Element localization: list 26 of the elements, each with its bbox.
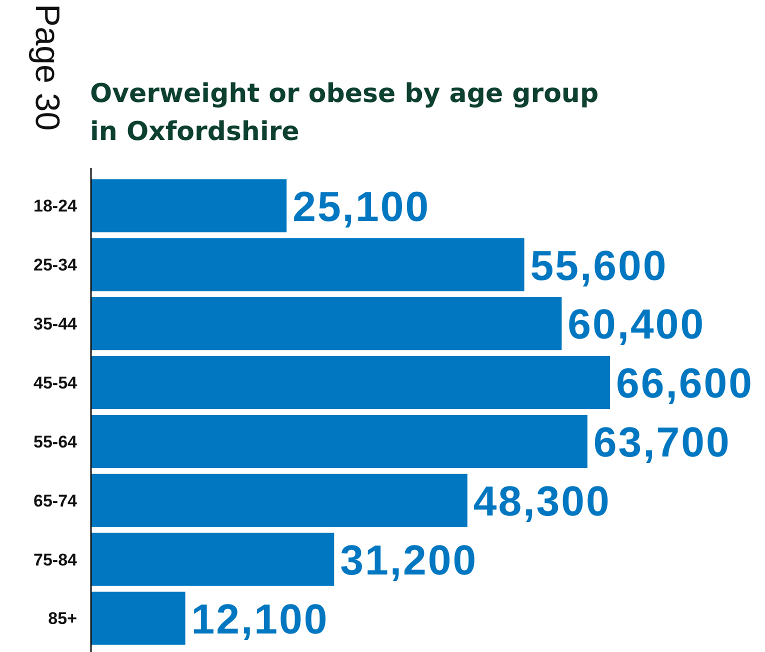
data-label: 63,700 xyxy=(593,418,731,466)
y-tick-label: 85+ xyxy=(48,609,78,628)
y-tick-label: 65-74 xyxy=(34,491,78,510)
y-tick-label: 18-24 xyxy=(34,196,78,216)
y-tick-label: 45-54 xyxy=(34,373,78,392)
data-label: 48,300 xyxy=(473,478,611,525)
bar xyxy=(91,414,588,468)
data-label: 60,400 xyxy=(568,300,706,348)
bar xyxy=(91,474,468,527)
bar xyxy=(91,592,186,645)
bar xyxy=(91,356,610,410)
data-label: 25,100 xyxy=(292,182,430,230)
data-label: 31,200 xyxy=(340,536,478,584)
text: Page 30 xyxy=(28,4,66,131)
y-tick-label: 35-44 xyxy=(34,314,78,334)
bar xyxy=(91,238,524,292)
y-tick-label: 75-84 xyxy=(34,550,78,570)
data-label: 66,600 xyxy=(616,360,754,407)
bar xyxy=(91,532,334,586)
chart-title: Overweight or obese by age group in Oxfordshire xyxy=(90,79,599,147)
bar xyxy=(91,297,562,350)
bar xyxy=(91,179,287,232)
data-label: 12,100 xyxy=(191,595,329,642)
data-label: 55,600 xyxy=(530,242,668,289)
y-tick-label: 25-34 xyxy=(34,256,78,275)
y-tick-label: 55-64 xyxy=(34,432,78,452)
